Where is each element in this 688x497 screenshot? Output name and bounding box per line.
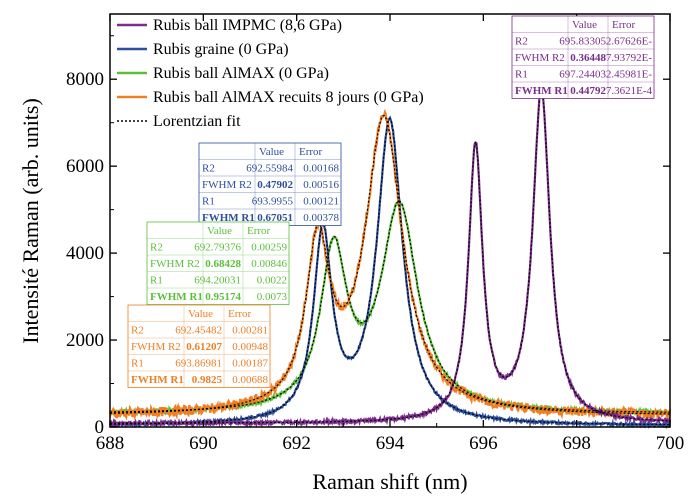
fit-table-param: R1 (515, 69, 528, 81)
legend-label-3: Rubis ball AlMAX recuits 8 jours (0 GPa) (153, 89, 424, 106)
fit-table-param: R2 (131, 325, 144, 337)
fit-table-value: 0.9825 (192, 374, 223, 386)
fit-table-value: 0.61207 (186, 341, 222, 353)
fit-table-error: 7.93792E- (606, 52, 652, 64)
fit-table-header: Error (299, 146, 323, 158)
fit-table-error: 0.00121 (303, 196, 339, 208)
x-tick-label-1: 690 (189, 433, 218, 454)
fit-table-param: FWHM R1 (515, 85, 568, 97)
fit-table-value: 697.24403 (559, 69, 606, 81)
fit-table-error: 0.00846 (251, 258, 287, 270)
fit-table-error: 0.0073 (257, 291, 288, 303)
fit-table-header: Error (247, 225, 271, 237)
fit-table-value: 692.55984 (246, 163, 293, 175)
legend-label-0: Rubis ball IMPMC (8,6 GPa) (153, 17, 342, 34)
fit-table-error: 2.45981E- (606, 69, 652, 81)
fit-table-param: R1 (150, 275, 163, 287)
fit-table-error: 7.3621E-4 (606, 85, 653, 97)
fit-table-error: 0.00378 (303, 212, 339, 224)
fit-table-value: 0.47902 (257, 179, 293, 191)
fit-table-param: R2 (150, 242, 163, 254)
legend: Rubis ball IMPMC (8,6 GPa) Rubis graine (… (117, 17, 424, 130)
fit-table-value: 692.79376 (194, 242, 241, 254)
tick-layer: 688 690 692 694 696 698 700 0 2000 4000 6000 8000 (66, 14, 684, 454)
fit-table-param: R2 (515, 36, 528, 48)
fit-table-error: 0.00688 (232, 374, 268, 386)
fit-table-value: 0.44792 (570, 85, 606, 97)
fit-table-header: Value (259, 146, 284, 158)
fit-table-error: 0.00187 (232, 358, 268, 370)
fit-table-value: 0.68428 (205, 258, 241, 270)
fit-table-header: Error (228, 308, 252, 320)
fit-table-header: Value (572, 19, 597, 31)
fit-line-3 (109, 115, 671, 415)
fit-table-param: R1 (202, 196, 215, 208)
fit-table-param: FWHM R1 (150, 291, 203, 303)
fit-table-error: 0.00516 (303, 179, 339, 191)
fit-table-error: 0.00259 (251, 242, 287, 254)
fit-table-error: 0.0022 (257, 275, 287, 287)
y-tick-label-1: 2000 (66, 330, 104, 351)
x-tick-label-2: 692 (282, 433, 311, 454)
fit-table-param: R1 (131, 358, 144, 370)
fit-table-value: 0.95174 (205, 291, 241, 303)
fit-table-frame (198, 142, 342, 226)
fit-table-header: Value (207, 225, 232, 237)
fit-table-value: 693.9955 (252, 196, 294, 208)
legend-label-1: Rubis graine (0 GPa) (153, 41, 289, 58)
fit-table-value: 695.83305 (559, 36, 606, 48)
fit-table-value: 0.36448 (570, 52, 606, 64)
fit-tables: Value Error R2 695.83305 2.67626E- FWHM R2 0.3… (127, 15, 655, 388)
fit-table-param: FWHM R2 (515, 52, 565, 64)
fit-table-error: 2.67626E- (606, 36, 652, 48)
fit-table-param: FWHM R1 (202, 212, 255, 224)
legend-label-4: Lorentzian fit (153, 113, 241, 130)
fit-table-impmc: Value Error R2 695.83305 2.67626E- FWHM R2 0.3… (511, 15, 655, 99)
x-tick-label-6: 700 (656, 433, 685, 454)
y-tick-label-0: 0 (95, 417, 105, 438)
x-tick-label-4: 696 (469, 433, 498, 454)
fit-table-value: 693.86981 (175, 358, 222, 370)
fit-table-almax: Value Error R2 692.79376 0.00259 FWHM R2 0.684… (146, 221, 290, 305)
fit-table-value: 692.45482 (175, 325, 222, 337)
x-tick-label-0: 688 (96, 433, 125, 454)
fit-table-header: Error (612, 19, 636, 31)
fit-table-error: 0.00948 (232, 341, 268, 353)
y-tick-label-3: 6000 (66, 156, 104, 177)
fit-table-param: R2 (202, 163, 215, 175)
fit-table-frame (146, 221, 290, 305)
x-axis-title: Raman shift (nm) (312, 469, 467, 494)
y-tick-label-4: 8000 (66, 69, 104, 90)
fit-table-graine: Value Error R2 692.55984 0.00168 FWHM R2 0.479… (198, 142, 342, 226)
y-tick-label-2: 4000 (66, 243, 104, 264)
y-axis-title: Intensité Raman (arb. units) (18, 98, 43, 344)
fit-table-value: 0.67051 (257, 212, 293, 224)
legend-label-2: Rubis ball AlMAX (0 GPa) (153, 65, 329, 82)
fit-table-param: FWHM R1 (131, 374, 184, 386)
fit-table-header: Value (188, 308, 213, 320)
fit-table-param: FWHM R2 (150, 258, 200, 270)
fit-table-param: FWHM R2 (131, 341, 181, 353)
fit-table-error: 0.00281 (232, 325, 268, 337)
fit-table-frame (127, 304, 271, 388)
fit-table-recuits: Value Error R2 692.45482 0.00281 FWHM R2 0.612… (127, 304, 271, 388)
x-tick-label-3: 694 (376, 433, 405, 454)
fit-table-frame (511, 15, 655, 99)
fit-table-error: 0.00168 (303, 163, 339, 175)
fit-table-value: 694.20031 (194, 275, 241, 287)
x-tick-label-5: 698 (562, 433, 591, 454)
fit-table-param: FWHM R2 (202, 179, 252, 191)
series-line-3 (108, 108, 672, 422)
